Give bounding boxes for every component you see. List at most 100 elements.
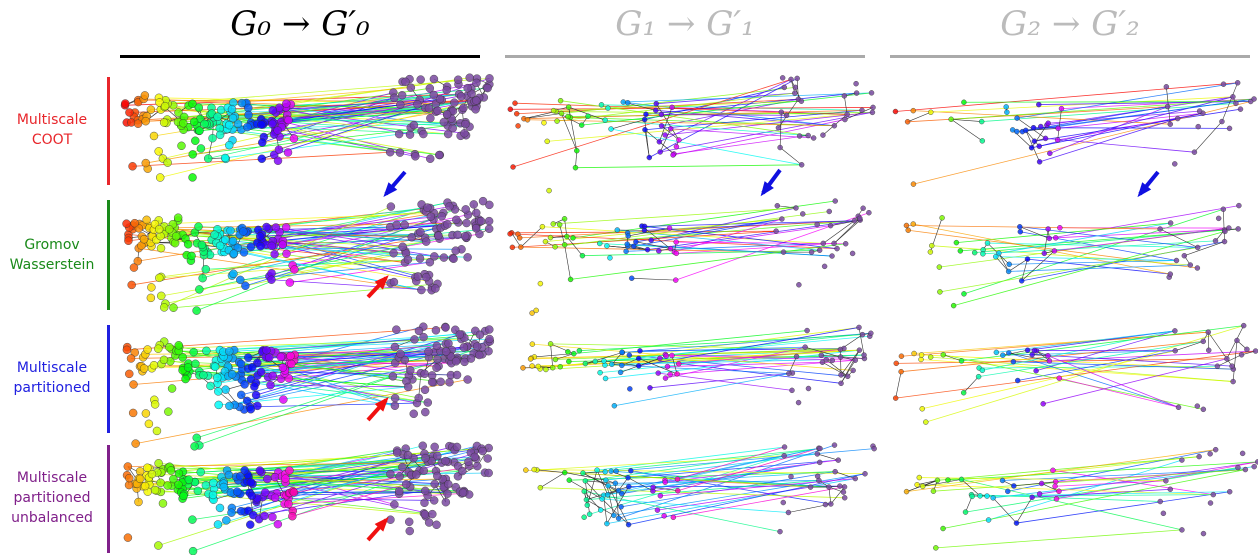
graph-node [626, 522, 631, 527]
graph-node [271, 473, 279, 481]
graph-node [445, 203, 453, 211]
graph-node [618, 370, 623, 375]
graph-node [160, 119, 168, 127]
graph-node [462, 205, 470, 213]
graph-node [161, 102, 169, 110]
graph-node [642, 127, 647, 132]
graph-node [147, 283, 155, 291]
graph-node [1006, 350, 1011, 355]
graph-node [1197, 454, 1202, 459]
graph-node [1253, 349, 1258, 354]
graph-node [937, 265, 942, 270]
graph-node [778, 529, 783, 534]
graph-node [443, 490, 451, 498]
graph-node [1047, 151, 1052, 156]
graph-node [1179, 458, 1184, 463]
graph-node [1252, 464, 1257, 469]
graph-node [674, 144, 679, 149]
graph-node [919, 357, 924, 362]
graph-edge [964, 377, 979, 393]
graph-node [1201, 407, 1206, 412]
graph-node [1216, 216, 1221, 221]
graph-node [279, 396, 287, 404]
graph-node [779, 110, 784, 115]
graph-node [830, 358, 835, 363]
graph-node [453, 371, 461, 379]
graph-node [1195, 266, 1200, 271]
graph-node [142, 159, 150, 167]
graph-node [256, 232, 264, 240]
graph-node [433, 452, 441, 460]
graph-node [1025, 348, 1030, 353]
graph-node [1015, 116, 1020, 121]
graph-node [437, 378, 445, 386]
graph-node [566, 105, 571, 110]
graph-node [904, 489, 909, 494]
graph-node [547, 188, 552, 193]
graph-node [485, 225, 493, 233]
graph-node [225, 347, 233, 355]
graph-node [626, 233, 631, 238]
match-line [608, 448, 819, 495]
graph-node [637, 348, 642, 353]
graph-node [674, 251, 679, 256]
graph-node [595, 468, 600, 473]
graph-node [241, 380, 249, 388]
graph-node [194, 487, 202, 495]
graph-node [668, 372, 673, 377]
graph-edge [826, 360, 847, 377]
graph-edge [993, 498, 1016, 523]
graph-node [565, 349, 570, 354]
graph-node [809, 250, 814, 255]
graph-node [826, 485, 831, 490]
graph-node [390, 94, 398, 102]
graph-node [141, 91, 149, 99]
graph-node [518, 245, 523, 250]
graph-node [271, 250, 279, 258]
graph-node [184, 240, 192, 248]
graph-node [978, 493, 983, 498]
graph-node [1034, 368, 1039, 373]
graph-node [675, 488, 680, 493]
graph-panel [508, 75, 876, 193]
graph-node [817, 460, 822, 465]
graph-node [237, 360, 245, 368]
graph-edge [780, 148, 802, 165]
graph-node [828, 502, 833, 507]
graph-node [656, 371, 661, 376]
graph-node [194, 223, 202, 231]
graph-node [165, 343, 173, 351]
graph-node [671, 152, 676, 157]
graph-node [433, 355, 441, 363]
graph-node [484, 454, 492, 462]
graph-edge [1223, 209, 1224, 241]
graph-edge [1014, 482, 1056, 486]
graph-node [612, 403, 617, 408]
graph-node [268, 513, 276, 521]
graph-node [445, 378, 453, 386]
graph-node [225, 141, 233, 149]
graph-node [457, 92, 465, 100]
graph-node [1161, 511, 1166, 516]
graph-node [404, 255, 412, 263]
graph-node [839, 381, 844, 386]
graph-node [797, 133, 802, 138]
graph-node [866, 210, 871, 215]
graph-node [1235, 465, 1240, 470]
match-line [913, 224, 1170, 274]
graph-node [828, 223, 833, 228]
graph-node [246, 521, 254, 529]
graph-node [919, 352, 924, 357]
graph-node [508, 231, 513, 236]
graph-node [459, 489, 467, 497]
graph-node [154, 542, 162, 550]
graph-node [421, 454, 429, 462]
graph-node [128, 281, 136, 289]
graph-edge [565, 245, 571, 280]
graph-node [571, 351, 576, 356]
graph-node [442, 498, 450, 506]
graph-node [1057, 225, 1062, 230]
graph-node [920, 406, 925, 411]
graph-node [845, 112, 850, 117]
graph-node [288, 512, 296, 520]
